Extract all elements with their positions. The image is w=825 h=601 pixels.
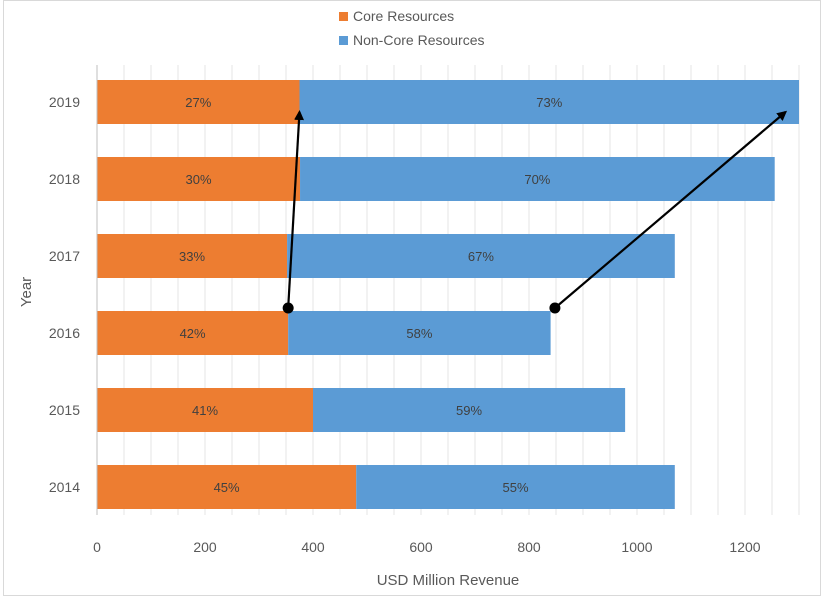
y-tick-label: 2014 xyxy=(49,479,80,495)
annotation-arrow xyxy=(554,110,788,309)
y-tick-label: 2019 xyxy=(49,94,80,110)
bar-core xyxy=(97,80,300,124)
bar-labels: 27% 73% 30% 70% 33% 67% 42% 58% 41% 59% 45% 55% xyxy=(179,95,563,495)
y-tick-label: 2018 xyxy=(49,171,80,187)
legend-label: Core Resources xyxy=(353,8,454,24)
x-axis-title: USD Million Revenue xyxy=(377,572,520,589)
bar-data-label: 67% xyxy=(468,249,494,264)
bar-data-label: 73% xyxy=(536,95,562,110)
bar-data-label: 27% xyxy=(185,95,211,110)
x-tick-label: 0 xyxy=(93,539,101,555)
legend-swatch xyxy=(339,36,348,45)
y-tick-label: 2015 xyxy=(49,402,80,418)
x-tick-label: 1200 xyxy=(729,539,760,555)
bar-data-label: 58% xyxy=(406,326,432,341)
y-axis-title: Year xyxy=(18,277,35,307)
x-tick-label: 800 xyxy=(517,539,541,555)
bar-core xyxy=(97,234,288,278)
bar-non-core xyxy=(356,465,675,509)
bar-core xyxy=(97,157,301,201)
x-tick-label: 400 xyxy=(301,539,325,555)
bar-data-label: 45% xyxy=(214,480,240,495)
x-tick-label: 200 xyxy=(193,539,217,555)
x-tick-label: 1000 xyxy=(621,539,652,555)
annotation-arrow-origin xyxy=(549,302,561,314)
x-tick-labels: 0 200 400 600 800 1000 1200 xyxy=(93,539,761,555)
bar-data-label: 70% xyxy=(524,172,550,187)
bar-non-core xyxy=(299,80,799,124)
gridlines xyxy=(123,65,800,515)
y-tick-label: 2017 xyxy=(49,248,80,264)
bar-data-label: 59% xyxy=(456,403,482,418)
x-tick-label: 600 xyxy=(409,539,433,555)
annotation-arrow xyxy=(287,110,305,309)
bar-core xyxy=(97,388,313,432)
bar-non-core xyxy=(288,311,551,355)
legend-swatch xyxy=(339,12,348,21)
bar-data-label: 42% xyxy=(180,326,206,341)
legend: Core Resources Non-Core Resources xyxy=(339,8,485,48)
bar-core xyxy=(97,465,357,509)
bar-data-label: 41% xyxy=(192,403,218,418)
y-tick-labels: 2019 2018 2017 2016 2015 2014 xyxy=(49,94,80,495)
bar-data-label: 30% xyxy=(186,172,212,187)
legend-label: Non-Core Resources xyxy=(353,32,485,48)
bar-core xyxy=(97,311,289,355)
annotation-arrow-origin xyxy=(282,302,294,314)
bar-non-core xyxy=(313,388,626,432)
bar-non-core xyxy=(287,234,675,278)
bar-data-label: 55% xyxy=(502,480,528,495)
y-tick-label: 2016 xyxy=(49,325,80,341)
annotation-arrows xyxy=(282,110,788,314)
bar-data-label: 33% xyxy=(179,249,205,264)
bar-non-core xyxy=(300,157,775,201)
bars xyxy=(97,80,799,509)
